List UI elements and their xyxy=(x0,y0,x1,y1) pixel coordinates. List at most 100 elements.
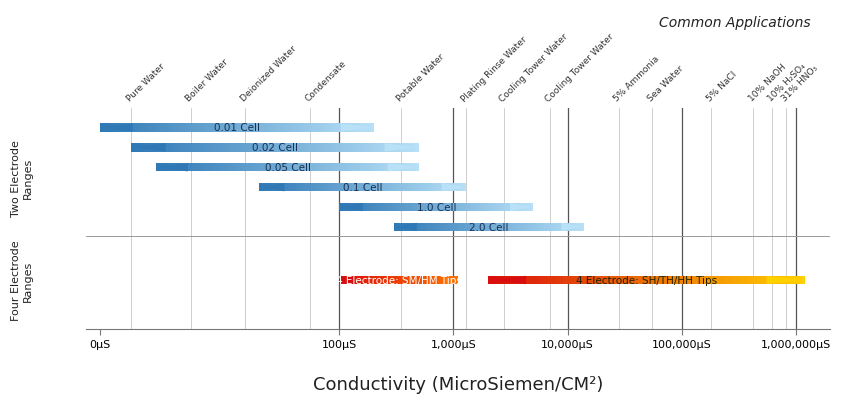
Bar xyxy=(347,144,351,152)
Bar xyxy=(412,276,413,284)
Bar xyxy=(193,144,196,152)
Bar xyxy=(406,276,407,284)
Bar xyxy=(658,276,663,284)
Bar xyxy=(336,144,340,152)
Bar xyxy=(403,276,405,284)
Bar xyxy=(553,223,556,231)
Bar xyxy=(260,144,265,152)
Bar xyxy=(312,124,316,132)
Bar xyxy=(157,164,160,172)
Bar xyxy=(416,164,419,172)
Bar xyxy=(358,184,360,192)
Bar xyxy=(134,144,138,152)
Polygon shape xyxy=(394,223,417,231)
Bar xyxy=(333,124,336,132)
Bar xyxy=(415,144,419,152)
Bar xyxy=(501,223,503,231)
Bar xyxy=(678,276,682,284)
Bar xyxy=(261,164,265,172)
Bar xyxy=(318,164,320,172)
Polygon shape xyxy=(388,164,419,172)
Bar xyxy=(419,203,422,212)
Bar xyxy=(359,276,360,284)
Bar xyxy=(279,144,282,152)
Bar xyxy=(268,124,271,132)
Bar xyxy=(259,184,262,192)
Bar xyxy=(670,276,675,284)
Bar xyxy=(196,144,199,152)
Bar xyxy=(549,223,551,231)
Bar xyxy=(396,184,399,192)
Bar xyxy=(495,203,496,212)
Bar xyxy=(376,184,378,192)
Bar xyxy=(368,203,371,212)
Bar xyxy=(565,223,568,231)
Bar xyxy=(399,184,401,192)
Bar xyxy=(261,124,265,132)
Bar xyxy=(188,144,193,152)
Bar xyxy=(434,203,437,212)
Bar xyxy=(141,124,145,132)
Bar xyxy=(443,276,445,284)
Bar xyxy=(405,203,407,212)
Bar xyxy=(271,144,275,152)
Bar xyxy=(414,203,417,212)
Bar xyxy=(319,124,323,132)
Bar xyxy=(342,184,345,192)
Bar xyxy=(473,223,475,231)
Bar xyxy=(475,203,478,212)
Bar xyxy=(340,184,342,192)
Bar xyxy=(241,164,245,172)
Bar xyxy=(318,144,322,152)
Bar xyxy=(214,144,217,152)
Bar xyxy=(265,184,267,192)
Bar xyxy=(348,276,349,284)
Bar xyxy=(303,184,306,192)
Bar xyxy=(210,124,213,132)
Bar xyxy=(797,276,801,284)
Bar xyxy=(449,223,451,231)
Bar xyxy=(702,276,706,284)
Bar xyxy=(311,144,315,152)
Bar xyxy=(365,144,369,152)
Bar xyxy=(397,144,401,152)
Bar xyxy=(345,184,348,192)
Bar xyxy=(508,276,512,284)
Text: Conductivity (MicroSiemen/CM²): Conductivity (MicroSiemen/CM²) xyxy=(312,375,603,393)
Bar xyxy=(722,276,726,284)
Bar xyxy=(373,164,377,172)
Bar xyxy=(409,184,412,192)
Bar xyxy=(464,184,467,192)
Bar xyxy=(503,276,508,284)
Bar xyxy=(148,124,152,132)
Bar xyxy=(438,184,441,192)
Bar xyxy=(427,223,430,231)
Bar xyxy=(443,223,446,231)
Bar xyxy=(422,223,425,231)
Bar xyxy=(405,276,406,284)
Bar xyxy=(639,276,643,284)
Bar xyxy=(489,223,491,231)
Bar xyxy=(193,164,196,172)
Bar xyxy=(643,276,646,284)
Bar xyxy=(353,276,354,284)
Bar xyxy=(360,124,363,132)
Bar xyxy=(320,164,324,172)
Bar xyxy=(446,203,449,212)
Bar xyxy=(306,124,309,132)
Bar xyxy=(514,203,516,212)
Bar xyxy=(467,223,470,231)
Text: Common Applications: Common Applications xyxy=(659,16,811,30)
Bar xyxy=(203,144,206,152)
Bar xyxy=(344,203,347,212)
Bar xyxy=(360,276,361,284)
Bar xyxy=(386,164,389,172)
Bar xyxy=(437,203,438,212)
Bar xyxy=(463,223,465,231)
Bar xyxy=(512,276,515,284)
Bar xyxy=(403,223,406,231)
Bar xyxy=(170,144,175,152)
Bar xyxy=(413,164,416,172)
Bar xyxy=(376,203,378,212)
Polygon shape xyxy=(562,223,585,231)
